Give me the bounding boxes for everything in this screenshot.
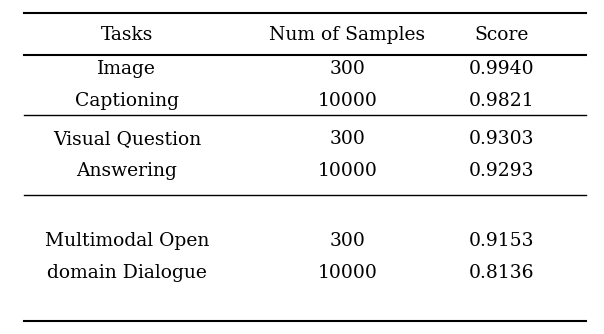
Text: Visual Question: Visual Question <box>53 131 201 148</box>
Text: Multimodal Open: Multimodal Open <box>45 232 209 250</box>
Text: domain Dialogue: domain Dialogue <box>47 264 207 282</box>
Text: 0.9303: 0.9303 <box>469 131 534 148</box>
Text: Score: Score <box>474 26 528 44</box>
Text: Captioning: Captioning <box>75 92 179 110</box>
Text: Num of Samples: Num of Samples <box>269 26 425 44</box>
Text: 0.8136: 0.8136 <box>469 264 534 282</box>
Text: Image: Image <box>97 60 156 78</box>
Text: 10000: 10000 <box>317 92 378 110</box>
Text: 300: 300 <box>329 232 365 250</box>
Text: 0.9153: 0.9153 <box>469 232 534 250</box>
Text: 300: 300 <box>329 131 365 148</box>
Text: 0.9940: 0.9940 <box>469 60 534 78</box>
Text: 300: 300 <box>329 60 365 78</box>
Text: 0.9821: 0.9821 <box>469 92 534 110</box>
Text: 0.9293: 0.9293 <box>469 162 534 180</box>
Text: Answering: Answering <box>76 162 178 180</box>
Text: Tasks: Tasks <box>101 26 153 44</box>
Text: 10000: 10000 <box>317 264 378 282</box>
Text: 10000: 10000 <box>317 162 378 180</box>
